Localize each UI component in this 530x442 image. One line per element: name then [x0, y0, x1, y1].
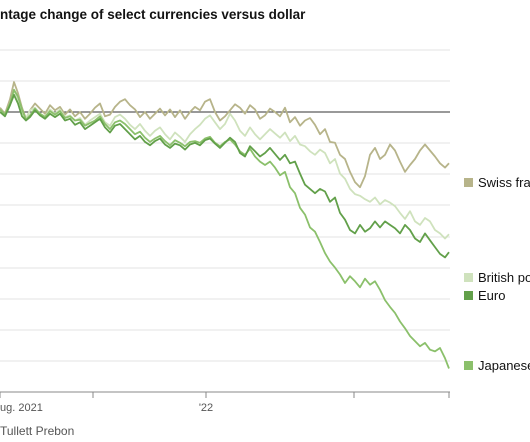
- legend-swatch: [464, 178, 473, 187]
- series-line-swiss-fra: [0, 81, 450, 189]
- chart-title: ntage change of select currencies versus…: [0, 7, 306, 22]
- legend-swatch: [464, 291, 473, 300]
- source-note: Tullett Prebon: [0, 424, 75, 438]
- series-line-japanese: [0, 88, 450, 369]
- legend: Swiss fra British po Euro Japanese: [464, 175, 530, 373]
- series-lines: [0, 81, 450, 369]
- x-axis: ug. 2021 '22: [0, 391, 450, 414]
- series-line-euro: [0, 94, 450, 259]
- legend-label: British po: [478, 270, 530, 285]
- gridlines: [0, 49, 450, 362]
- legend-label: Euro: [478, 288, 505, 303]
- legend-label: Japanese: [478, 358, 530, 373]
- x-tick-label: '22: [199, 402, 213, 414]
- legend-swatch: [464, 361, 473, 370]
- legend-swatch: [464, 273, 473, 282]
- x-tick-label: ug. 2021: [0, 402, 43, 414]
- legend-label: Swiss fra: [478, 175, 530, 190]
